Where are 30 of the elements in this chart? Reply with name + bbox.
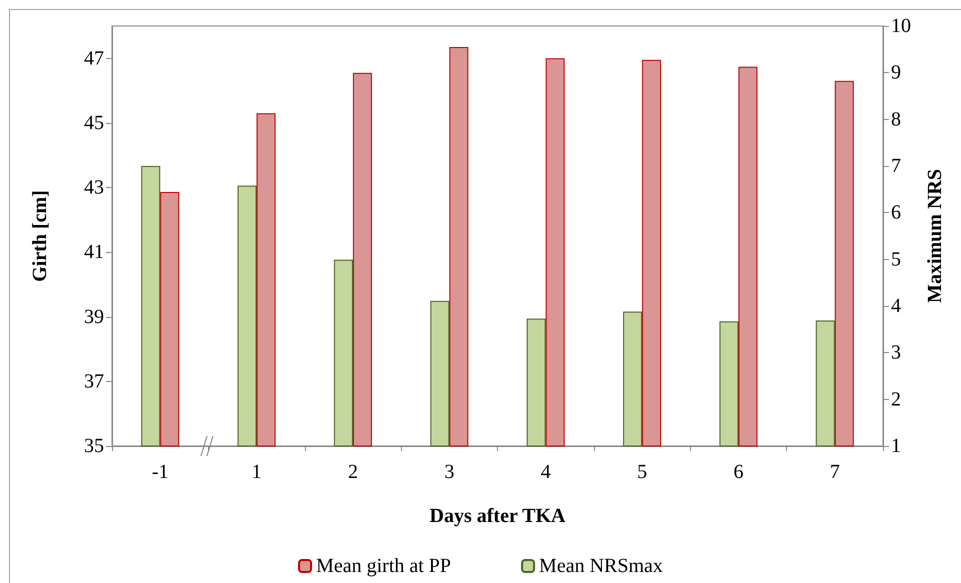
y2-tick-label: 9 bbox=[891, 62, 901, 84]
y-tick-label: 47 bbox=[84, 47, 104, 70]
x-tick-label: 3 bbox=[444, 461, 454, 483]
y2-tick-label: 4 bbox=[891, 295, 901, 317]
x-tick-label: 5 bbox=[637, 461, 648, 483]
y-tick-label: 41 bbox=[84, 241, 104, 264]
x-tick-label: 7 bbox=[830, 461, 840, 483]
y-tick-label: 45 bbox=[84, 112, 104, 134]
legend-label: Mean NRSmax bbox=[539, 555, 663, 577]
y2-tick-label: 1 bbox=[891, 435, 901, 457]
x-tick-label: 1 bbox=[252, 461, 262, 483]
y-tick-label: 43 bbox=[84, 176, 104, 199]
y2-tick-label: 7 bbox=[891, 155, 901, 177]
y-tick-label: 35 bbox=[84, 435, 104, 457]
y2-tick-label: 5 bbox=[891, 248, 901, 270]
x-tick-label: 2 bbox=[348, 461, 358, 483]
y2-tick-label: 2 bbox=[891, 388, 901, 410]
x-tick-label: -1 bbox=[152, 461, 169, 483]
x-tick-label: 4 bbox=[540, 461, 551, 483]
y2-tick-label: 8 bbox=[891, 108, 901, 130]
x-axis-title: Days after TKA bbox=[430, 505, 566, 527]
y-axis-title: Girth [cm] bbox=[29, 190, 51, 282]
x-tick-label: 6 bbox=[733, 461, 744, 483]
y-tick-label: 39 bbox=[84, 306, 104, 328]
legend-label: Mean girth at PP bbox=[316, 555, 452, 577]
y-tick-label: 37 bbox=[84, 370, 104, 392]
y2-axis-title: Maximum NRS bbox=[924, 169, 946, 303]
y2-tick-label: 3 bbox=[891, 342, 901, 364]
y2-tick-label: 6 bbox=[891, 202, 901, 224]
y2-tick-label: 10 bbox=[891, 15, 911, 37]
